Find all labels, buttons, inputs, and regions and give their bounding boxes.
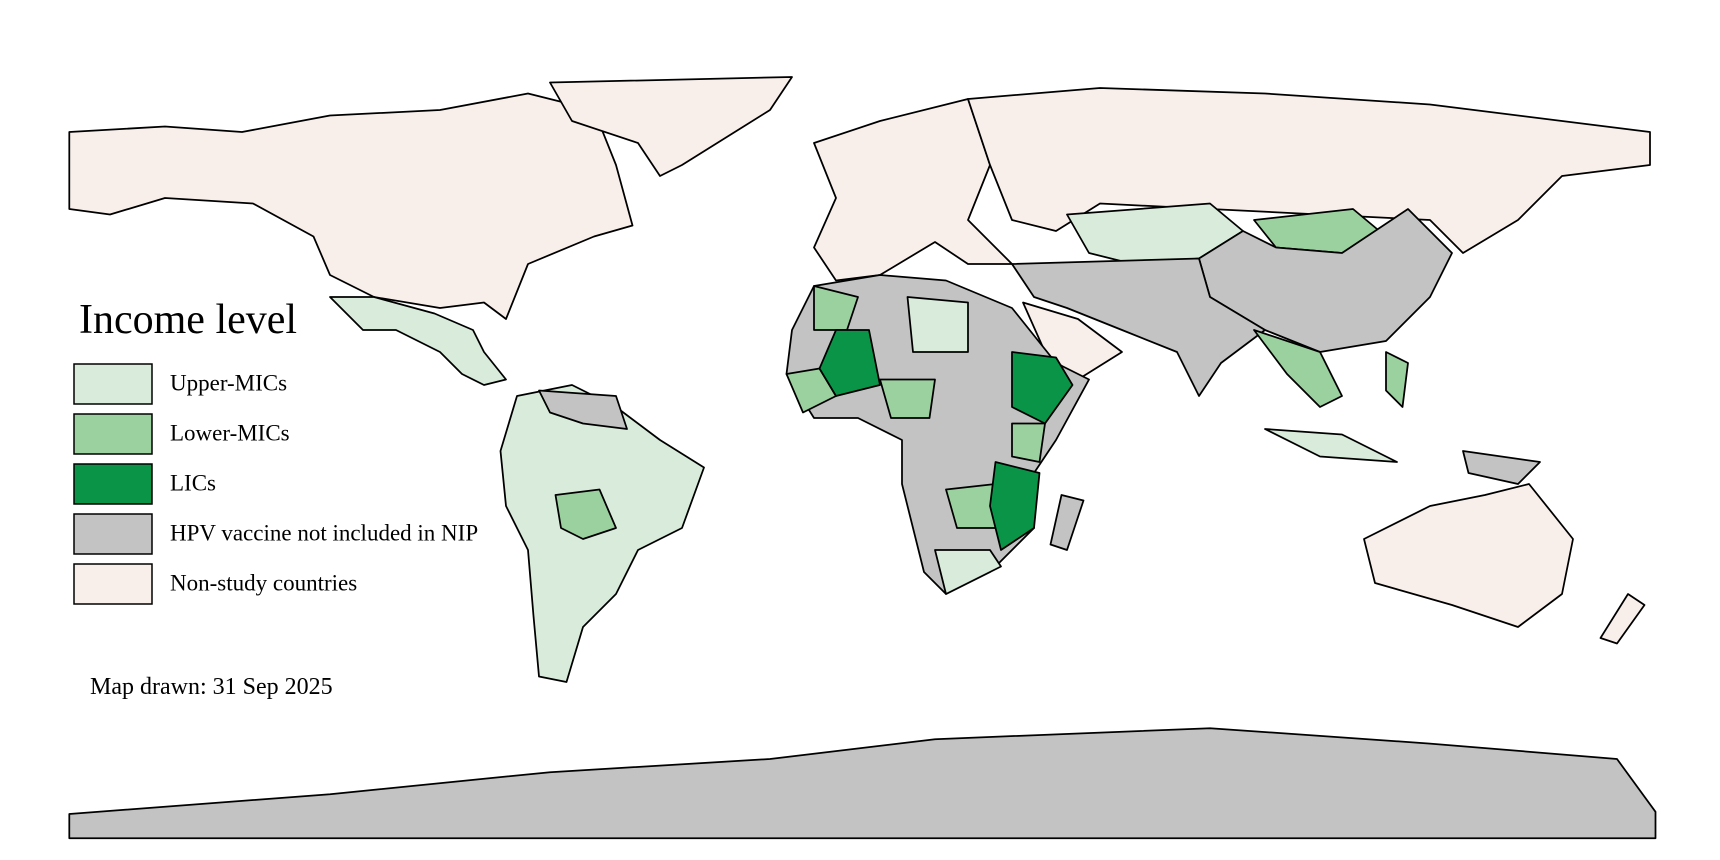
- bolivia: [554, 488, 617, 540]
- south-asia: [1011, 257, 1266, 397]
- venezuela: [538, 389, 628, 430]
- legend-title: Income level: [79, 297, 297, 343]
- legend-label: HPV vaccine not included in NIP: [170, 520, 478, 545]
- legend-swatch: [73, 563, 153, 605]
- ethiopia: [1011, 351, 1074, 425]
- antarctica: [68, 727, 1657, 840]
- central-america: [329, 296, 507, 386]
- legend-label: Lower-MICs: [170, 420, 290, 445]
- legend-swatch: [73, 363, 153, 405]
- legend-label: Upper-MICs: [170, 370, 287, 395]
- mali: [818, 329, 881, 397]
- new-zealand: [1599, 593, 1646, 645]
- australia: [1363, 483, 1574, 628]
- nigeria: [879, 378, 936, 419]
- legend-swatch: [73, 463, 153, 505]
- legend-label: Non-study countries: [170, 570, 357, 595]
- legend-swatch: [73, 513, 153, 555]
- philippines: [1385, 351, 1409, 408]
- legend-label: LICs: [170, 470, 216, 495]
- legend: Upper-MICs Lower-MICs LICs HPV vaccine not …: [73, 363, 478, 605]
- madagascar: [1049, 494, 1085, 551]
- libya: [906, 296, 969, 353]
- world-map: [68, 76, 1657, 840]
- indonesia: [1264, 428, 1398, 463]
- greenland: [549, 76, 793, 177]
- kenya: [1011, 422, 1046, 463]
- south-africa: [934, 549, 1002, 595]
- southeast-asia: [1253, 329, 1343, 408]
- mozambique: [989, 461, 1041, 551]
- map-note: Map drawn: 31 Sep 2025: [90, 674, 333, 700]
- legend-swatch: [73, 413, 153, 455]
- north-america: [68, 92, 634, 320]
- russia: [967, 87, 1651, 254]
- papua: [1462, 450, 1541, 485]
